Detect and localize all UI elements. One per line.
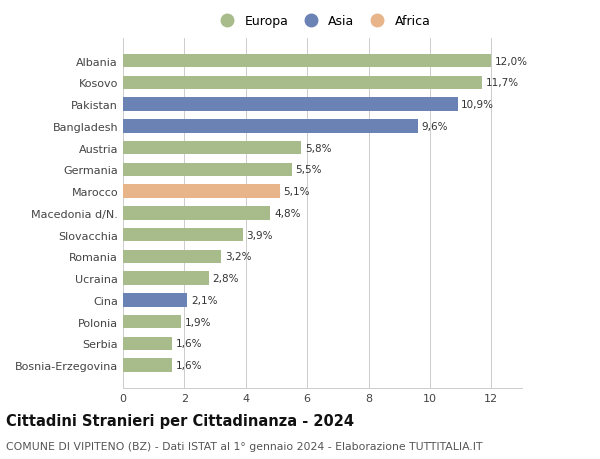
Text: 4,8%: 4,8% bbox=[274, 208, 301, 218]
Text: 10,9%: 10,9% bbox=[461, 100, 494, 110]
Bar bbox=[123, 120, 418, 134]
Text: 2,8%: 2,8% bbox=[212, 274, 239, 284]
Bar bbox=[123, 185, 280, 198]
Bar bbox=[123, 77, 482, 90]
Text: 12,0%: 12,0% bbox=[495, 56, 528, 67]
Bar bbox=[123, 293, 187, 307]
Bar bbox=[123, 142, 301, 155]
Text: 1,9%: 1,9% bbox=[185, 317, 211, 327]
Text: 3,9%: 3,9% bbox=[247, 230, 273, 240]
Text: 1,6%: 1,6% bbox=[176, 360, 202, 370]
Text: 2,1%: 2,1% bbox=[191, 295, 218, 305]
Text: COMUNE DI VIPITENO (BZ) - Dati ISTAT al 1° gennaio 2024 - Elaborazione TUTTITALI: COMUNE DI VIPITENO (BZ) - Dati ISTAT al … bbox=[6, 441, 482, 451]
Bar bbox=[123, 229, 242, 242]
Legend: Europa, Asia, Africa: Europa, Asia, Africa bbox=[209, 11, 436, 34]
Bar bbox=[123, 315, 181, 329]
Text: 5,5%: 5,5% bbox=[295, 165, 322, 175]
Bar bbox=[123, 358, 172, 372]
Bar bbox=[123, 337, 172, 350]
Text: Cittadini Stranieri per Cittadinanza - 2024: Cittadini Stranieri per Cittadinanza - 2… bbox=[6, 413, 354, 428]
Text: 3,2%: 3,2% bbox=[225, 252, 251, 262]
Text: 11,7%: 11,7% bbox=[486, 78, 519, 88]
Bar bbox=[123, 272, 209, 285]
Text: 9,6%: 9,6% bbox=[421, 122, 448, 132]
Text: 5,8%: 5,8% bbox=[305, 143, 331, 153]
Bar bbox=[123, 250, 221, 263]
Text: 1,6%: 1,6% bbox=[176, 339, 202, 348]
Bar bbox=[123, 55, 491, 68]
Bar bbox=[123, 98, 458, 112]
Bar bbox=[123, 163, 292, 177]
Bar bbox=[123, 207, 271, 220]
Text: 5,1%: 5,1% bbox=[283, 187, 310, 197]
